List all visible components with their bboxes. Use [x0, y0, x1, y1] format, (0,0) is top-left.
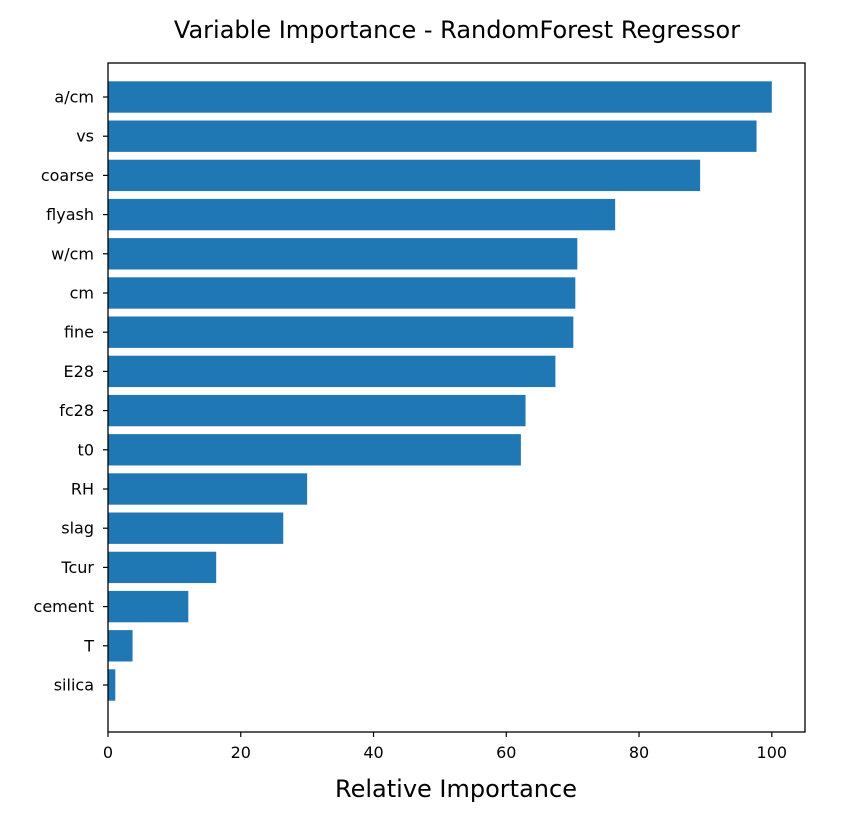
y-tick-label: silica [54, 676, 94, 695]
bar-fine [108, 316, 574, 348]
x-tick-label: 60 [496, 743, 516, 762]
bar-rh [108, 473, 308, 505]
bar-cm [108, 277, 576, 309]
y-tick-label: Tcur [60, 558, 94, 577]
x-tick-label: 20 [231, 743, 251, 762]
x-tick-label: 100 [757, 743, 788, 762]
bar-t [108, 630, 133, 662]
chart-title: Variable Importance - RandomForest Regre… [174, 16, 740, 44]
y-tick-label: RH [71, 480, 94, 499]
x-tick-label: 80 [629, 743, 649, 762]
y-tick-label: cm [70, 284, 94, 303]
bar-fc28 [108, 394, 526, 427]
x-tick-label: 0 [103, 743, 113, 762]
y-tick-label: slag [61, 519, 94, 538]
y-tick-label: E28 [64, 362, 94, 381]
bar-flyash [108, 198, 616, 231]
bar-e28 [108, 355, 556, 388]
y-tick-label: w/cm [51, 244, 94, 263]
bar-w-cm [108, 238, 578, 270]
y-axis-ticks: a/cm vs coarse flyash w/cm cm fine E28 fc28 t0 RH s… [34, 88, 108, 695]
bar-silica [108, 669, 116, 701]
bar-tcur [108, 551, 217, 584]
x-axis-ticks: 0 20 40 60 80 100 [103, 732, 787, 762]
y-tick-label: flyash [46, 205, 94, 224]
bar-coarse [108, 159, 701, 192]
bar-vs [108, 120, 757, 152]
y-tick-label: T [83, 636, 94, 655]
y-tick-label: vs [76, 127, 94, 146]
y-tick-label: coarse [41, 166, 94, 185]
y-tick-label: cement [34, 597, 94, 616]
y-tick-label: fine [64, 323, 94, 342]
y-tick-label: t0 [78, 440, 94, 459]
plot-frame [107, 62, 806, 733]
y-tick-label: fc28 [59, 401, 94, 420]
bar-t0 [108, 434, 521, 466]
x-axis-label: Relative Importance [335, 775, 577, 803]
y-tick-label: a/cm [54, 88, 94, 107]
bar-slag [108, 512, 284, 544]
bars-group [108, 81, 772, 701]
bar-cement [108, 590, 189, 623]
bar-a-cm [108, 81, 772, 113]
x-tick-label: 40 [363, 743, 383, 762]
